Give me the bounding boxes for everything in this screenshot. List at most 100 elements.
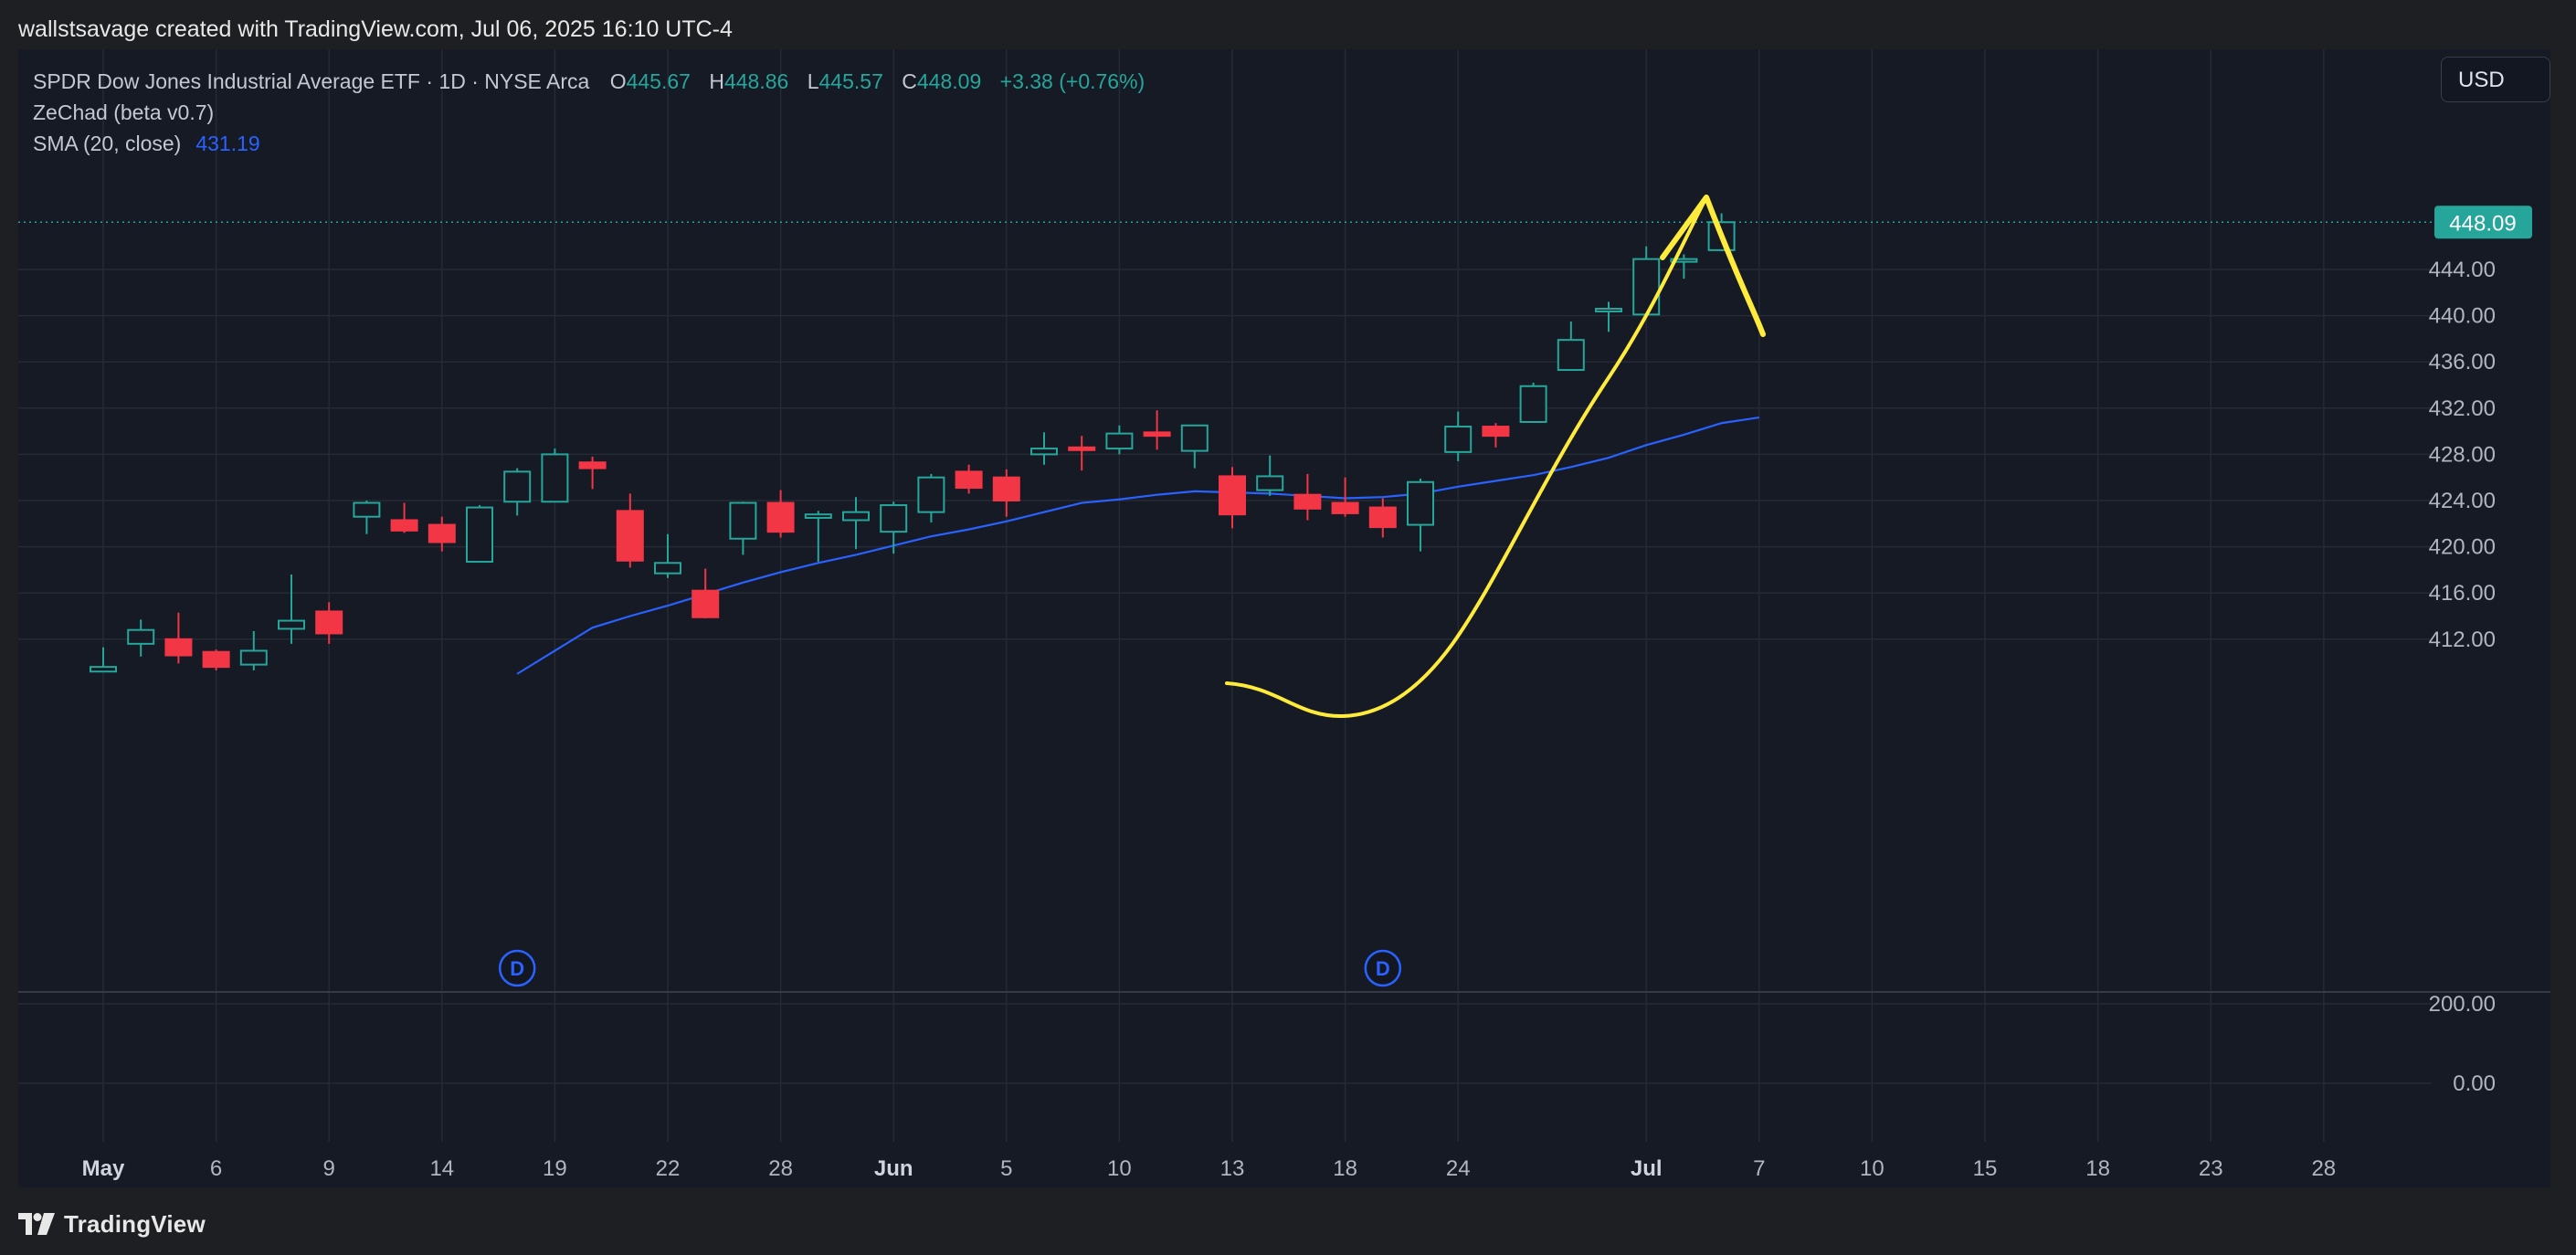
candle-body-up[interactable] [1519, 385, 1547, 423]
candle-body-down[interactable] [692, 589, 720, 618]
dividend-marker-label: D [510, 957, 524, 980]
y-tick-label: 440.00 [2429, 304, 2496, 329]
x-tick-label: 9 [323, 1156, 335, 1181]
candle-body-up[interactable] [278, 619, 305, 630]
chart-frame[interactable] [18, 49, 2550, 1187]
legend-indicator-sma[interactable]: SMA (20, close) 431.19 [33, 128, 1157, 159]
y-tick-label: 444.00 [2429, 258, 2496, 282]
x-tick-label: 19 [543, 1156, 567, 1181]
x-tick-label: 18 [1333, 1156, 1357, 1181]
high-label: H [709, 69, 724, 93]
change-value: +3.38 (+0.76%) [999, 69, 1145, 93]
dividend-marker-icon[interactable] [1364, 949, 1402, 987]
x-tick-label: 5 [1000, 1156, 1012, 1181]
candle-body-up[interactable] [1444, 426, 1473, 453]
x-tick-label: 28 [2311, 1156, 2336, 1181]
x-tick-label: 14 [429, 1156, 454, 1181]
lower-pane-tick-label: 200.00 [2429, 992, 2496, 1017]
candle-body-up[interactable] [239, 649, 268, 666]
x-tick-label: Jun [874, 1156, 913, 1181]
high-value: 448.86 [723, 69, 789, 93]
x-tick-label: Jul [1631, 1156, 1663, 1181]
dividend-marker-icon[interactable] [498, 949, 536, 987]
x-tick-label: May [82, 1156, 125, 1181]
close-label: C [902, 69, 917, 93]
tradingview-brand-text: TradingView [64, 1209, 206, 1238]
candle-body-up[interactable] [1105, 432, 1134, 450]
candle-body-up[interactable] [1670, 258, 1698, 263]
sma-line [516, 416, 1759, 675]
candle-body-down[interactable] [766, 501, 795, 533]
candle-body-down[interactable] [428, 523, 456, 543]
x-tick-label: 28 [768, 1156, 793, 1181]
candle-body-down[interactable] [1293, 493, 1322, 510]
credit-text: wallstsavage created with TradingView.co… [18, 16, 733, 42]
chart-legend: SPDR Dow Jones Industrial Average ETF · … [33, 66, 1157, 159]
candle-body-up[interactable] [917, 476, 945, 513]
candle-body-down[interactable] [1368, 506, 1397, 529]
candle-body-up[interactable] [842, 511, 870, 522]
x-tick-label: 15 [1973, 1156, 1998, 1181]
candle-body-up[interactable] [1030, 448, 1058, 456]
last-price-tag [2434, 206, 2532, 239]
x-tick-label: 7 [1753, 1156, 1765, 1181]
candle-body-up[interactable] [1632, 258, 1661, 316]
candle-body-down[interactable] [1068, 446, 1096, 451]
instrument-title: SPDR Dow Jones Industrial Average ETF · … [33, 69, 590, 93]
lower-pane-tick-label: 0.00 [2453, 1071, 2496, 1096]
candle-body-up[interactable] [127, 628, 155, 645]
indicator-zechad-label: ZeChad (beta v0.7) [33, 100, 215, 124]
y-tick-label: 424.00 [2429, 489, 2496, 513]
y-tick-label: 412.00 [2429, 628, 2496, 652]
tradingview-logo-icon [18, 1213, 55, 1235]
candle-body-down[interactable] [1482, 426, 1510, 438]
y-tick-label: 428.00 [2429, 442, 2496, 467]
legend-indicator-zechad[interactable]: ZeChad (beta v0.7) [33, 97, 1157, 128]
candle-body-up[interactable] [1256, 475, 1284, 491]
tradingview-logo[interactable]: TradingView [18, 1208, 206, 1240]
annotation-arrow-head [1660, 195, 1766, 337]
candle-body-down[interactable] [578, 461, 607, 469]
last-price-label: 448.09 [2449, 211, 2516, 236]
open-value: 445.67 [626, 69, 691, 93]
candle-body-down[interactable] [1143, 431, 1171, 438]
y-tick-label: 432.00 [2429, 396, 2496, 421]
x-tick-label: 10 [1860, 1156, 1884, 1181]
candle-body-down[interactable] [1331, 501, 1359, 514]
candle-body-up[interactable] [90, 666, 117, 673]
sma-label: SMA (20, close) [33, 132, 182, 155]
annotation-arrow-shaft [1225, 195, 1708, 719]
candle-body-up[interactable] [880, 504, 908, 533]
candle-body-up[interactable] [654, 562, 681, 575]
candle-body-down[interactable] [202, 650, 230, 669]
candle-body-up[interactable] [353, 501, 381, 518]
candle-body-down[interactable] [955, 470, 983, 490]
low-label: L [807, 69, 819, 93]
candle-body-up[interactable] [1557, 339, 1585, 372]
candle-body-down[interactable] [1219, 475, 1246, 516]
x-tick-label: 22 [656, 1156, 681, 1181]
candle-body-down[interactable] [315, 610, 343, 635]
candle-body-up[interactable] [466, 506, 493, 564]
x-tick-label: 10 [1107, 1156, 1132, 1181]
y-tick-label: 416.00 [2429, 581, 2496, 606]
legend-ohlc-line[interactable]: SPDR Dow Jones Industrial Average ETF · … [33, 66, 1157, 97]
candle-body-down[interactable] [616, 510, 644, 562]
candle-body-up[interactable] [804, 513, 832, 519]
candle-body-up[interactable] [541, 453, 569, 503]
y-tick-label: 436.00 [2429, 350, 2496, 374]
candle-body-up[interactable] [1180, 424, 1209, 452]
candle-body-down[interactable] [992, 476, 1020, 502]
candle-body-down[interactable] [390, 519, 418, 532]
dividend-marker-label: D [1376, 957, 1390, 980]
currency-button[interactable]: USD [2441, 57, 2550, 102]
candle-body-up[interactable] [1595, 308, 1622, 313]
candle-body-up[interactable] [1407, 480, 1434, 526]
candle-body-up[interactable] [503, 470, 532, 503]
close-value: 448.09 [916, 69, 982, 93]
candle-body-down[interactable] [164, 638, 193, 657]
y-tick-label: 420.00 [2429, 535, 2496, 560]
x-tick-label: 6 [210, 1156, 222, 1181]
candle-body-up[interactable] [729, 501, 757, 540]
